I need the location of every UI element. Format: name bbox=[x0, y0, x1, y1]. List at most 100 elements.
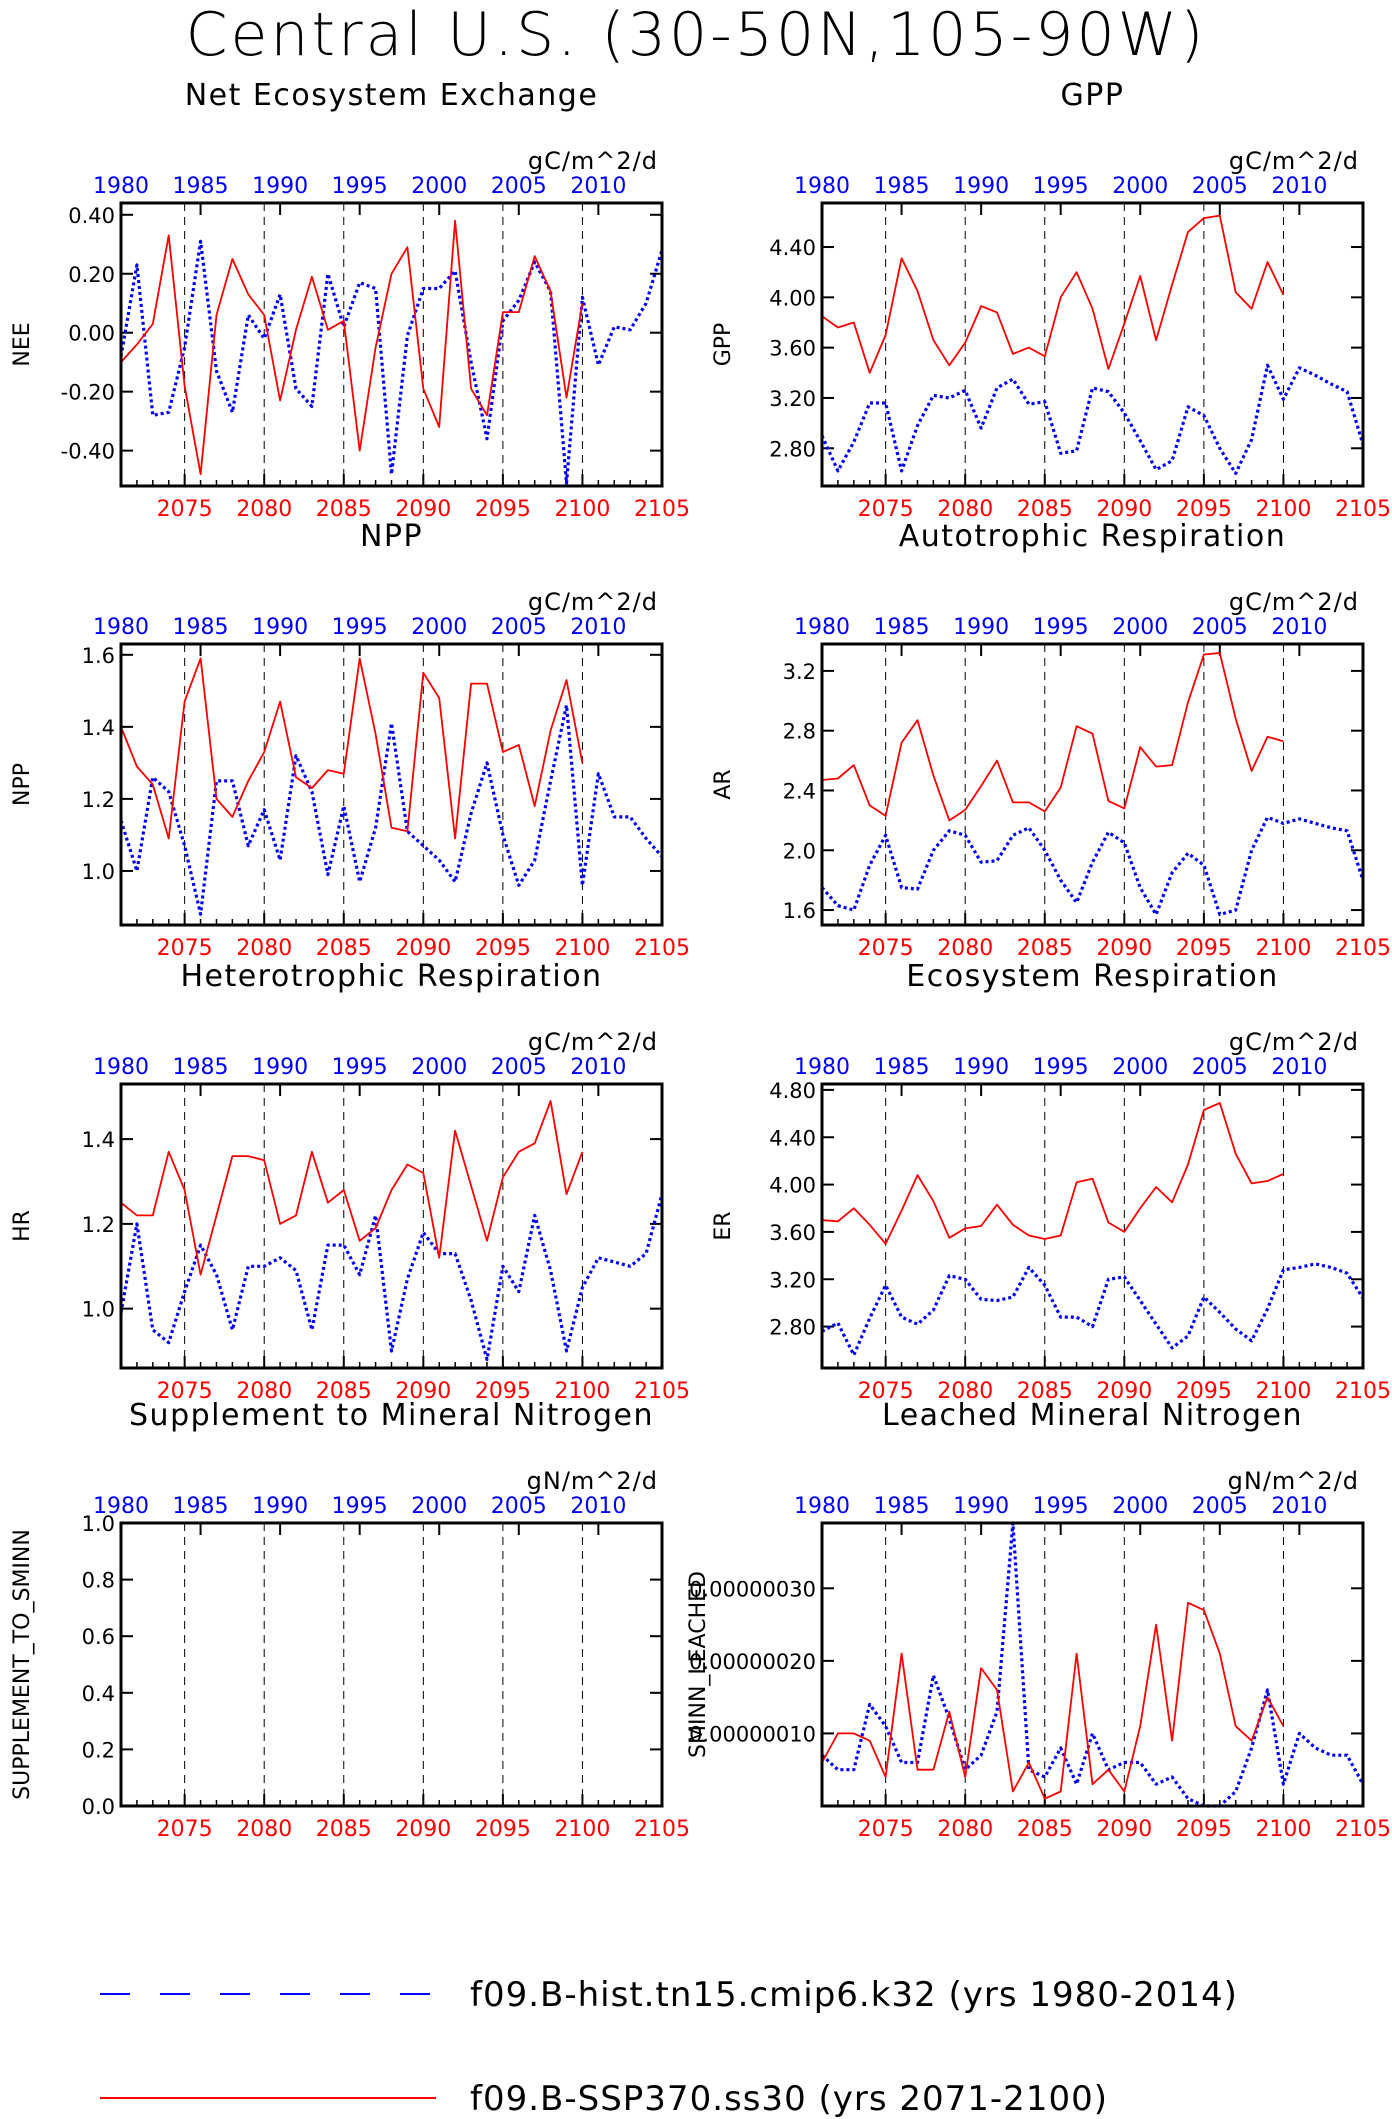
plot-frame bbox=[820, 1082, 1365, 1370]
y-axis-label: NEE bbox=[10, 322, 35, 366]
x-tick-label-bottom: 2085 bbox=[1017, 497, 1073, 522]
y-tick-label: 1.4 bbox=[82, 716, 115, 740]
x-tick-label-bottom: 2090 bbox=[395, 1379, 451, 1404]
x-tick-label-bottom: 2095 bbox=[1176, 497, 1232, 522]
series-line-historical bbox=[119, 703, 664, 916]
y-tick-label: 0.00000030 bbox=[689, 1577, 816, 1601]
y-tick-label: 3.60 bbox=[769, 337, 816, 361]
x-tick-label-bottom: 2080 bbox=[937, 1379, 993, 1404]
y-tick-label: 0.0 bbox=[82, 1795, 115, 1819]
y-axis-label: SMINN_LEACHED bbox=[686, 1571, 711, 1758]
x-tick-label-bottom: 2100 bbox=[1255, 1817, 1311, 1842]
x-tick-label-bottom: 2080 bbox=[937, 1817, 993, 1842]
panel-units: gC/m^2/d bbox=[528, 588, 658, 616]
x-tick-label-bottom: 2090 bbox=[1096, 936, 1152, 961]
x-tick-label-top: 1980 bbox=[794, 1494, 850, 1519]
chart-panel: Leached Mineral Nitrogen gN/m^2/d 2075 2080… bbox=[686, 1398, 1391, 1842]
x-tick-label-top: 2010 bbox=[570, 615, 626, 640]
x-tick-label-top: 1985 bbox=[173, 1055, 229, 1080]
x-tick-label-top: 2005 bbox=[1192, 1055, 1248, 1080]
chart-panel: Heterotrophic Respiration gC/m^2/d 2075 208… bbox=[10, 959, 690, 1404]
series-line-ssp370 bbox=[120, 219, 584, 476]
y-tick-label: 0.2 bbox=[82, 1738, 115, 1762]
panel-title: Net Ecosystem Exchange bbox=[185, 78, 599, 113]
y-tick-label: 0.6 bbox=[82, 1625, 115, 1649]
x-tick-label-top: 1980 bbox=[794, 615, 850, 640]
x-tick-label-bottom: 2095 bbox=[1176, 1817, 1232, 1842]
x-tick-label-top: 1995 bbox=[1033, 174, 1089, 199]
y-tick-label: 2.4 bbox=[783, 779, 816, 803]
y-tick-label: 2.8 bbox=[783, 720, 816, 744]
x-tick-label-top: 1995 bbox=[1033, 1055, 1089, 1080]
series-line-ssp370 bbox=[821, 1102, 1284, 1245]
x-tick-label-bottom: 2095 bbox=[475, 936, 531, 961]
x-tick-label-bottom: 2105 bbox=[634, 1379, 690, 1404]
y-tick-label: 3.20 bbox=[769, 1268, 816, 1292]
x-tick-label-bottom: 2090 bbox=[395, 1817, 451, 1842]
x-tick-label-top: 1990 bbox=[953, 1055, 1009, 1080]
x-tick-label-bottom: 2105 bbox=[1335, 1379, 1391, 1404]
y-tick-label: 2.80 bbox=[769, 437, 816, 461]
x-tick-label-bottom: 2100 bbox=[554, 936, 610, 961]
x-tick-label-top: 1985 bbox=[874, 1055, 930, 1080]
y-tick-label: 1.0 bbox=[82, 860, 115, 884]
plot-frame bbox=[820, 642, 1365, 927]
y-tick-label: 1.2 bbox=[82, 788, 115, 812]
y-tick-label: 4.80 bbox=[769, 1079, 816, 1103]
x-tick-label-bottom: 2075 bbox=[858, 1817, 914, 1842]
x-tick-label-bottom: 2105 bbox=[634, 1817, 690, 1842]
x-tick-label-top: 2000 bbox=[411, 174, 467, 199]
x-tick-label-top: 1980 bbox=[93, 1055, 149, 1080]
y-tick-label: -0.40 bbox=[61, 440, 115, 464]
x-tick-label-top: 2010 bbox=[1271, 1494, 1327, 1519]
x-tick-label-top: 2010 bbox=[570, 1055, 626, 1080]
x-tick-label-top: 1980 bbox=[93, 1494, 149, 1519]
x-tick-label-bottom: 2105 bbox=[634, 497, 690, 522]
figure-title: Central U.S. (30-50N,105-90W) bbox=[185, 0, 1207, 70]
series-line-ssp370 bbox=[120, 1100, 584, 1276]
x-tick-label-top: 1985 bbox=[173, 1494, 229, 1519]
chart-panel: GPP gC/m^2/d 2075 2080 2085 2090 2095 2100 2105 1… bbox=[711, 78, 1391, 522]
x-tick-label-top: 1985 bbox=[874, 615, 930, 640]
x-tick-label-bottom: 2085 bbox=[1017, 1379, 1073, 1404]
x-tick-label-bottom: 2100 bbox=[554, 1817, 610, 1842]
y-tick-label: 1.6 bbox=[82, 644, 115, 668]
x-tick-label-bottom: 2080 bbox=[937, 936, 993, 961]
x-tick-label-top: 1990 bbox=[252, 1494, 308, 1519]
y-tick-label: 3.20 bbox=[769, 387, 816, 411]
series-line-ssp370 bbox=[821, 214, 1285, 374]
y-tick-label: 4.40 bbox=[769, 1126, 816, 1150]
x-tick-label-top: 2010 bbox=[570, 174, 626, 199]
x-tick-label-bottom: 2095 bbox=[1176, 936, 1232, 961]
x-tick-label-bottom: 2100 bbox=[1255, 936, 1311, 961]
x-tick-label-top: 2005 bbox=[1192, 1494, 1248, 1519]
chart-panel: Ecosystem Respiration gC/m^2/d 2075 2080 208… bbox=[711, 959, 1391, 1404]
y-tick-label: 2.80 bbox=[769, 1316, 816, 1340]
series-line-historical bbox=[119, 1193, 664, 1362]
x-tick-label-top: 1985 bbox=[173, 174, 229, 199]
x-tick-label-top: 2000 bbox=[1112, 174, 1168, 199]
x-tick-label-bottom: 2095 bbox=[475, 1379, 531, 1404]
x-tick-label-top: 2010 bbox=[1271, 174, 1327, 199]
x-tick-label-top: 1985 bbox=[874, 1494, 930, 1519]
x-tick-label-top: 2010 bbox=[570, 1494, 626, 1519]
x-tick-label-bottom: 2090 bbox=[395, 936, 451, 961]
x-tick-label-bottom: 2080 bbox=[236, 1817, 292, 1842]
x-tick-label-bottom: 2090 bbox=[395, 497, 451, 522]
plot-frame bbox=[820, 1521, 1365, 1808]
x-tick-label-top: 1990 bbox=[953, 174, 1009, 199]
x-tick-label-bottom: 2090 bbox=[1096, 1817, 1152, 1842]
x-tick-label-bottom: 2090 bbox=[1096, 497, 1152, 522]
y-tick-label: 1.2 bbox=[82, 1213, 115, 1237]
x-tick-label-bottom: 2095 bbox=[1176, 1379, 1232, 1404]
x-tick-label-bottom: 2075 bbox=[157, 1817, 213, 1842]
legend: f09.B-hist.tn15.cmip6.k32 (yrs 1980-2014… bbox=[100, 1975, 1238, 2119]
y-tick-label: 0.40 bbox=[68, 204, 115, 228]
x-tick-label-top: 2010 bbox=[1271, 615, 1327, 640]
x-tick-label-top: 2005 bbox=[491, 1494, 547, 1519]
legend-label: f09.B-hist.tn15.cmip6.k32 (yrs 1980-2014… bbox=[470, 1975, 1238, 2015]
x-tick-label-top: 1995 bbox=[332, 615, 388, 640]
x-tick-label-bottom: 2085 bbox=[316, 497, 372, 522]
series-line-historical bbox=[820, 363, 1365, 475]
